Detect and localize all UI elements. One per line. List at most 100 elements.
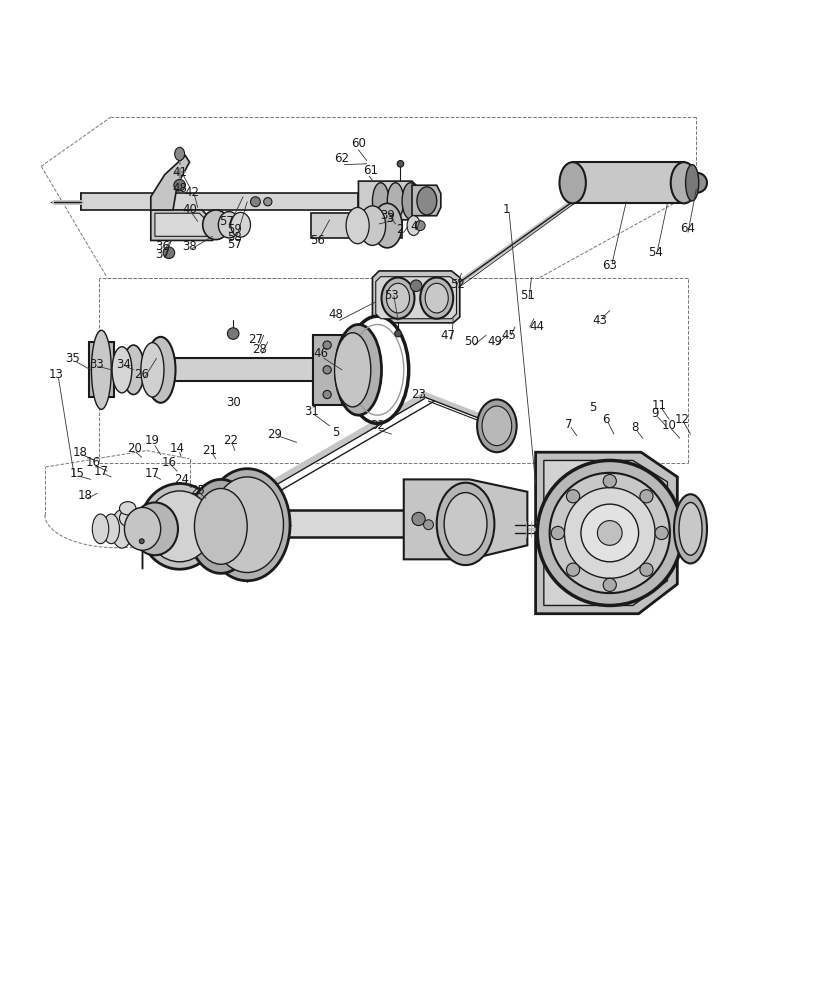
Text: 46: 46 (314, 347, 329, 360)
Polygon shape (412, 185, 441, 216)
Ellipse shape (686, 165, 699, 201)
Text: 43: 43 (592, 314, 607, 327)
Text: 13: 13 (49, 368, 63, 381)
Text: 39: 39 (380, 209, 395, 222)
Text: 62: 62 (335, 152, 349, 165)
Text: 27: 27 (248, 333, 263, 346)
Ellipse shape (177, 499, 194, 549)
Text: 17: 17 (94, 465, 109, 478)
Ellipse shape (420, 278, 453, 319)
Ellipse shape (444, 493, 487, 555)
Polygon shape (155, 213, 214, 236)
Text: 21: 21 (203, 444, 218, 457)
Ellipse shape (425, 283, 448, 313)
Text: 5: 5 (590, 401, 597, 414)
Text: 33: 33 (89, 358, 104, 371)
Text: 25: 25 (190, 484, 205, 497)
Circle shape (687, 173, 707, 193)
Polygon shape (536, 452, 677, 614)
Ellipse shape (559, 162, 586, 203)
Polygon shape (157, 358, 358, 381)
Ellipse shape (596, 514, 604, 544)
Circle shape (537, 460, 682, 605)
Text: 37: 37 (155, 248, 170, 261)
Text: 51: 51 (520, 289, 535, 302)
Ellipse shape (123, 345, 144, 395)
Text: 29: 29 (267, 428, 282, 441)
Text: 47: 47 (440, 329, 455, 342)
Ellipse shape (194, 488, 247, 564)
Ellipse shape (387, 183, 404, 219)
Circle shape (174, 179, 185, 191)
Circle shape (415, 221, 425, 231)
Text: 57: 57 (219, 215, 234, 228)
Circle shape (395, 330, 401, 337)
Ellipse shape (564, 514, 574, 544)
Ellipse shape (188, 479, 254, 573)
Text: 7: 7 (564, 418, 573, 431)
Polygon shape (89, 342, 114, 397)
Polygon shape (151, 156, 190, 210)
Text: 50: 50 (464, 335, 479, 348)
Polygon shape (185, 504, 206, 543)
Text: 52: 52 (450, 278, 465, 291)
Text: 32: 32 (370, 419, 385, 432)
Ellipse shape (146, 337, 176, 403)
Ellipse shape (218, 212, 240, 238)
Circle shape (264, 198, 272, 206)
Text: 30: 30 (226, 396, 241, 409)
Ellipse shape (382, 278, 414, 319)
Polygon shape (573, 162, 684, 203)
Text: 34: 34 (116, 358, 131, 371)
Circle shape (581, 504, 639, 562)
Text: 4: 4 (410, 220, 419, 233)
Text: 19: 19 (145, 434, 160, 447)
Ellipse shape (204, 469, 290, 581)
Circle shape (323, 366, 331, 374)
Text: 54: 54 (648, 246, 662, 259)
Circle shape (424, 520, 433, 530)
Circle shape (603, 578, 616, 591)
Text: 16: 16 (86, 456, 101, 469)
Circle shape (551, 526, 564, 540)
Text: 10: 10 (662, 419, 677, 432)
Circle shape (250, 197, 260, 207)
Text: 12: 12 (675, 413, 690, 426)
Text: 58: 58 (227, 231, 242, 244)
Ellipse shape (671, 162, 697, 203)
Ellipse shape (147, 491, 213, 562)
Ellipse shape (402, 183, 419, 219)
Polygon shape (151, 210, 222, 240)
Text: 17: 17 (145, 467, 160, 480)
Polygon shape (204, 510, 511, 537)
Circle shape (550, 473, 670, 593)
Circle shape (410, 280, 422, 292)
Ellipse shape (112, 347, 132, 393)
Text: 61: 61 (363, 164, 378, 177)
Circle shape (323, 390, 331, 399)
Ellipse shape (674, 494, 707, 563)
Text: 64: 64 (681, 222, 695, 235)
Circle shape (323, 341, 331, 349)
Text: 20: 20 (127, 442, 142, 455)
Circle shape (640, 490, 653, 503)
Text: 28: 28 (252, 343, 267, 356)
Text: 9: 9 (651, 407, 659, 420)
Polygon shape (313, 335, 342, 405)
Circle shape (412, 512, 425, 526)
Text: 26: 26 (134, 368, 149, 381)
Text: 16: 16 (162, 456, 176, 469)
Polygon shape (404, 479, 527, 559)
Circle shape (566, 490, 579, 503)
Ellipse shape (372, 203, 402, 248)
Polygon shape (311, 213, 402, 238)
Ellipse shape (346, 316, 409, 423)
Text: 60: 60 (351, 137, 366, 150)
Ellipse shape (581, 514, 589, 544)
Circle shape (564, 488, 655, 578)
Text: 48: 48 (172, 182, 187, 195)
Ellipse shape (679, 502, 702, 555)
Ellipse shape (141, 343, 164, 397)
Text: 6: 6 (602, 413, 610, 426)
Text: 49: 49 (487, 335, 502, 348)
